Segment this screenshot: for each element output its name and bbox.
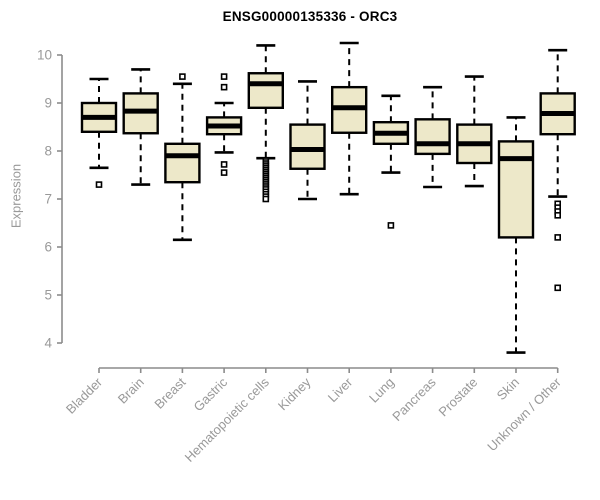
x-tick-label-bladder: Bladder bbox=[63, 374, 106, 417]
x-tick-label-prostate: Prostate bbox=[436, 375, 481, 420]
iqr-box bbox=[247, 72, 285, 109]
box-breast bbox=[164, 73, 201, 242]
iqr-box bbox=[164, 142, 201, 184]
outlier-point bbox=[554, 234, 562, 241]
box-pancreas bbox=[414, 85, 451, 189]
box-lung bbox=[372, 94, 410, 229]
y-tick-label: 5 bbox=[44, 288, 52, 303]
iqr-box bbox=[414, 118, 451, 156]
box-unknown-other bbox=[539, 48, 576, 292]
outlier-point bbox=[220, 169, 228, 176]
y-tick-label: 6 bbox=[44, 240, 52, 255]
y-tick-label: 7 bbox=[44, 192, 52, 207]
box-bladder bbox=[80, 77, 118, 188]
y-tick-label: 4 bbox=[44, 336, 52, 351]
outlier-point bbox=[262, 195, 270, 203]
box-kidney bbox=[289, 80, 326, 201]
y-axis: 4 5 6 7 8 9 10 bbox=[37, 48, 63, 351]
outlier-point bbox=[220, 73, 228, 80]
box-hematopoietic-cells bbox=[247, 44, 285, 203]
outlier-point bbox=[387, 222, 395, 229]
box-brain bbox=[122, 68, 159, 186]
box-gastric bbox=[205, 73, 243, 176]
outlier-point bbox=[179, 73, 186, 80]
x-tick-label-lung: Lung bbox=[366, 375, 397, 406]
box-liver bbox=[331, 41, 368, 196]
x-tick-label-skin: Skin bbox=[494, 375, 522, 403]
x-tick-label-breast: Breast bbox=[151, 374, 188, 411]
x-tick-label-brain: Brain bbox=[115, 375, 147, 407]
outlier-point bbox=[220, 161, 228, 168]
box-skin bbox=[497, 116, 535, 354]
chart-title: ENSG00000135336 - ORC3 bbox=[222, 9, 398, 24]
x-tick-label-pancreas: Pancreas bbox=[389, 374, 439, 424]
x-tick-label-kidney: Kidney bbox=[275, 374, 314, 413]
x-tick-label-unknown-other: Unknown / Other bbox=[484, 374, 564, 454]
x-tick-label-liver: Liver bbox=[325, 374, 356, 405]
iqr-box bbox=[289, 123, 326, 170]
y-tick-label: 8 bbox=[44, 144, 52, 159]
outlier-point bbox=[220, 83, 228, 91]
outlier-point bbox=[554, 212, 562, 219]
x-tick-label-gastric: Gastric bbox=[191, 374, 231, 414]
outlier-point bbox=[95, 181, 103, 188]
y-tick-label: 10 bbox=[37, 48, 52, 63]
outlier-point bbox=[554, 284, 562, 292]
y-tick-label: 9 bbox=[44, 96, 52, 111]
iqr-box bbox=[497, 140, 535, 239]
box-prostate bbox=[456, 75, 493, 188]
